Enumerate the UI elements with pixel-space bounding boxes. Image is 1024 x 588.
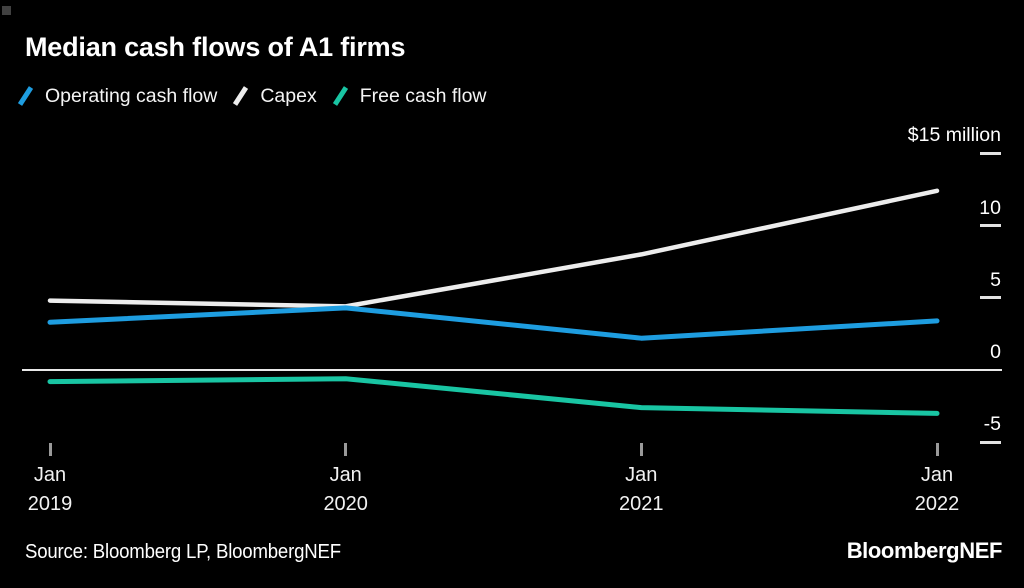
x-tick-mark	[48, 443, 52, 456]
corner-mark	[2, 6, 11, 15]
y-tick-label: -5	[983, 413, 1001, 436]
x-tick-month: Jan	[329, 464, 362, 486]
legend-label: Operating cash flow	[45, 85, 218, 107]
y-tick-label: 5	[990, 268, 1001, 291]
x-tick-year: 2022	[914, 492, 960, 515]
x-tick-mark	[639, 443, 643, 456]
y-tick-mark	[980, 440, 1001, 444]
legend-line-swatch-icon	[332, 86, 348, 106]
source-text: Source: Bloomberg LP, BloombergNEF	[25, 541, 341, 563]
x-tick-year: 2020	[323, 492, 368, 515]
legend: Operating cash flow Capex Free cash flow	[17, 83, 487, 109]
x-tick-year: 2019	[27, 492, 73, 515]
legend-item: Capex	[232, 83, 317, 109]
series-line-free-cash-flow	[47, 376, 940, 416]
bloombergnef-logo: BloombergNEF	[846, 538, 1003, 563]
legend-label: Free cash flow	[359, 85, 487, 107]
legend-line-swatch-icon	[233, 86, 249, 106]
y-tick-label: $15 million	[907, 124, 1001, 147]
y-tick-label: 0	[990, 341, 1001, 363]
zero-line	[22, 369, 1002, 371]
x-tick-label: Jan 2021	[596, 461, 686, 518]
x-tick-label: Jan 2019	[5, 461, 95, 518]
legend-item: Operating cash flow	[17, 83, 217, 109]
x-tick-mark	[344, 443, 348, 456]
y-tick-mark	[980, 224, 1001, 227]
legend-label: Capex	[260, 85, 317, 107]
x-tick-month: Jan	[625, 464, 658, 486]
x-tick-label: Jan 2022	[892, 461, 982, 518]
x-tick-label: Jan 2020	[301, 461, 391, 518]
y-tick-mark	[980, 296, 1001, 300]
x-tick-year: 2021	[619, 492, 664, 515]
chart-title: Median cash flows of A1 firms	[25, 32, 406, 62]
x-tick-month: Jan	[920, 464, 954, 486]
x-tick-month: Jan	[33, 464, 67, 486]
series-line-operating-cash-flow	[47, 305, 940, 341]
series-line-capex	[47, 188, 940, 309]
legend-item: Free cash flow	[332, 83, 487, 109]
x-tick-mark	[935, 443, 939, 456]
y-tick-label: 10	[979, 196, 1001, 219]
legend-line-swatch-icon	[17, 86, 34, 106]
y-tick-mark	[980, 151, 1001, 155]
